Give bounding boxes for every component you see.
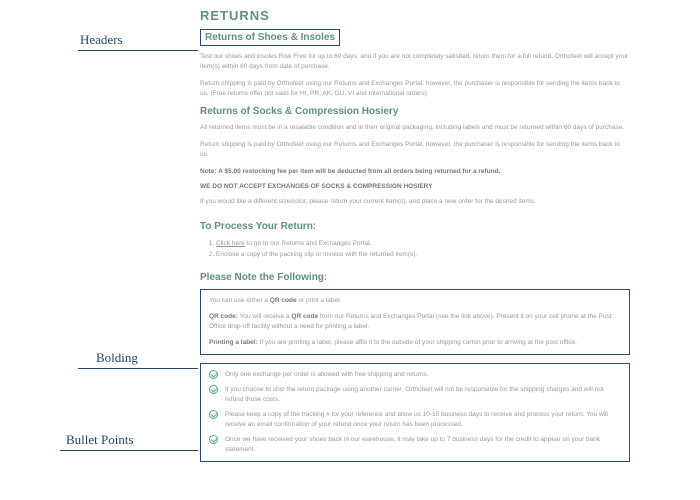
sec1-p2: Return shipping is paid by Orthofeet usi…: [200, 79, 630, 99]
click-here-link[interactable]: Click here: [216, 240, 245, 247]
headers-highlight-box: Returns of Shoes & Insoles: [200, 29, 340, 46]
note-p2-b1: QR code:: [209, 313, 238, 320]
bullet-1: Only one exchange per order is allowed w…: [209, 370, 621, 380]
bullets-list: Only one exchange per order is allowed w…: [209, 370, 621, 455]
process-step-2: Enclose a copy of the packing slip or in…: [216, 249, 630, 260]
note-p1: You can use either a QR code or print a …: [209, 296, 621, 306]
page-title: RETURNS: [200, 8, 630, 23]
bullet-1-text: Only one exchange per order is allowed w…: [225, 371, 428, 378]
anno-headers-underline: [78, 50, 140, 51]
section-title-socks: Returns of Socks & Compression Hosiery: [200, 106, 630, 117]
note-p3-b: Printing a label:: [209, 339, 258, 346]
sec2-p2: Return shipping is paid by Orthofeet usi…: [200, 140, 630, 160]
note-p2-b2: QR code: [291, 313, 318, 320]
returns-document: RETURNS Returns of Shoes & Insoles Test …: [200, 8, 630, 470]
sec1-p1: Test our shoes and insoles Risk Free for…: [200, 52, 630, 72]
check-icon: [209, 370, 218, 379]
bullet-4-text: Once we have received your shoes back in…: [225, 436, 600, 453]
anno-bolding-underline: [78, 368, 150, 369]
bullet-3: Please keep a copy of the tracking # for…: [209, 410, 621, 430]
note-p3-post: If you are printing a label, please affi…: [258, 339, 577, 346]
bullet-2-text: If you choose to ship the return package…: [225, 386, 604, 403]
anno-bullets-label: Bullet Points: [66, 432, 134, 448]
note-p1-pre: You can use either a: [209, 297, 270, 304]
process-step-1: Click here to go to our Returns and Exch…: [216, 238, 630, 249]
bolding-highlight-box: You can use either a QR code or print a …: [200, 289, 630, 355]
note-p2: QR code: You will receive a QR code from…: [209, 312, 621, 332]
bullets-highlight-box: Only one exchange per order is allowed w…: [200, 363, 630, 462]
bullet-3-text: Please keep a copy of the tracking # for…: [225, 411, 608, 428]
bullet-2: If you choose to ship the return package…: [209, 385, 621, 405]
sec2-note: Note: A $5.00 restocking fee per item wi…: [200, 167, 630, 177]
note-p3: Printing a label: If you are printing a …: [209, 338, 621, 348]
process-step-1-text: to go to our Returns and Exchanges Porta…: [245, 240, 371, 247]
note-p2-mid: You will receive a: [238, 313, 291, 320]
check-icon: [209, 410, 218, 419]
section-title-shoes: Returns of Shoes & Insoles: [205, 32, 335, 43]
check-icon: [209, 435, 218, 444]
anno-bullets-underline: [60, 450, 156, 451]
anno-headers-connector: [140, 50, 198, 51]
sec2-p1: All returned items must be in a resalabl…: [200, 123, 630, 133]
anno-headers-label: Headers: [80, 32, 123, 48]
note-p1-post: or print a label.: [297, 297, 342, 304]
sec2-caps: WE DO NOT ACCEPT EXCHANGES OF SOCKS & CO…: [200, 182, 630, 192]
note-p1-bold: QR code: [270, 297, 297, 304]
check-icon: [209, 385, 218, 394]
anno-bolding-connector: [150, 368, 198, 369]
section-title-note: Please Note the Following:: [200, 272, 630, 283]
process-steps-list: Click here to go to our Returns and Exch…: [216, 238, 630, 260]
sec2-p3: If you would like a different size/color…: [200, 197, 630, 207]
anno-bolding-label: Bolding: [96, 350, 138, 366]
anno-bullets-connector: [156, 450, 198, 451]
bullet-4: Once we have received your shoes back in…: [209, 435, 621, 455]
section-title-process: To Process Your Return:: [200, 221, 630, 232]
